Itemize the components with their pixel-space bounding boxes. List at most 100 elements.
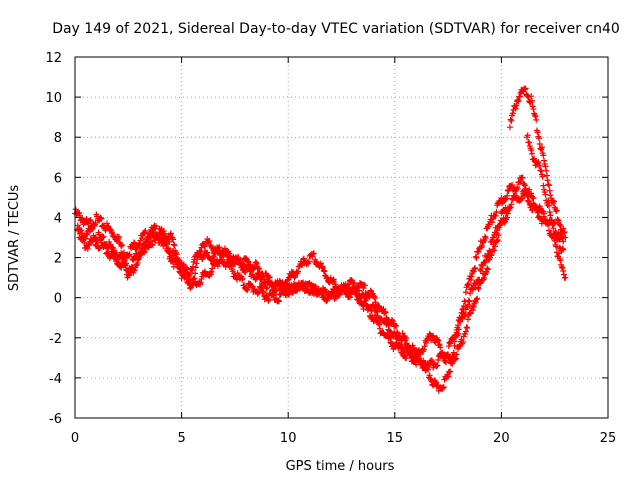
data-point [118,264,125,271]
data-point [310,251,317,258]
data-point [206,237,213,244]
y-tick-label: -4 [49,372,62,387]
x-tick-label: 20 [493,431,510,446]
y-tick-label: 10 [45,91,62,106]
data-point [116,234,123,240]
data-point [472,253,479,260]
data-point [523,192,530,199]
data-point [481,274,488,281]
x-tick-label: 10 [280,431,297,446]
data-point [534,206,541,213]
data-point [554,216,561,223]
series-track-e [523,132,569,281]
data-point [171,250,178,257]
y-tick-label: 2 [54,252,62,267]
data-point [138,251,145,258]
data-point [560,238,567,245]
data-point [84,231,91,238]
data-point [489,216,496,223]
data-point [369,301,376,308]
data-point [191,275,198,282]
data-point [528,150,535,157]
data-point [148,238,155,245]
data-point [371,293,378,300]
data-point [358,298,365,305]
data-point [470,303,477,310]
data-point [494,237,501,244]
data-point [462,328,469,335]
data-point [546,227,553,234]
data-point [82,235,89,242]
data-point [484,266,491,273]
data-point [475,248,482,255]
data-point [531,111,538,118]
data-point [208,268,215,275]
data-point [543,172,550,179]
data-point [187,277,194,284]
data-point [388,316,395,323]
data-point [173,255,180,262]
y-tick-label: 0 [54,292,62,307]
y-axis-label: SDTVAR / TECUs [7,185,22,292]
data-point [153,223,160,230]
y-tick-label: 4 [54,211,62,226]
data-point [455,326,462,333]
data-point [482,233,489,240]
data-point [467,290,474,297]
data-point [550,225,557,232]
data-point [530,195,537,202]
x-tick-label: 25 [600,431,617,446]
y-tick-label: -6 [49,412,62,427]
data-point [76,209,83,216]
data-point [160,233,167,240]
data-point [528,147,535,154]
data-point [126,251,133,258]
data-point [473,254,480,261]
data-point [256,271,263,278]
data-point [560,268,567,275]
data-point [556,221,563,228]
data-point [266,296,273,303]
data-point [504,214,511,221]
data-point [118,242,125,249]
data-point [111,231,118,238]
axes: 0 5 10 15 20 25 -6 -4 -2 0 2 4 6 8 10 12 [45,51,616,446]
data-point [508,201,515,208]
data-point [86,242,93,249]
data-point [546,182,553,189]
data-point [436,341,443,348]
data-point [401,348,408,355]
data-point [244,286,251,293]
y-tick-label: -2 [49,332,62,347]
data-point [97,214,104,221]
data-point [526,198,533,205]
data-point [452,356,459,363]
data-point [513,192,520,199]
data-point [501,219,508,226]
series-track-a [72,174,567,394]
data-point [245,258,252,265]
data-point [239,275,246,282]
data-point [210,253,217,260]
data-point [535,158,542,165]
data-point [453,351,460,358]
data-point [507,204,514,211]
data-point [273,287,280,294]
data-point [215,245,222,252]
data-point [514,185,521,192]
data-point [491,247,498,254]
data-point [87,217,94,224]
data-point [300,255,307,262]
data-point [539,173,546,180]
data-point [546,209,553,216]
data-point [131,267,138,274]
data-point [138,250,145,257]
data-point [434,362,441,369]
data-point [353,291,360,298]
data-point [421,343,428,350]
data-point [135,241,142,248]
data-point [514,97,521,104]
data-point [435,356,442,363]
data-point [538,144,545,151]
data-point [285,291,292,298]
